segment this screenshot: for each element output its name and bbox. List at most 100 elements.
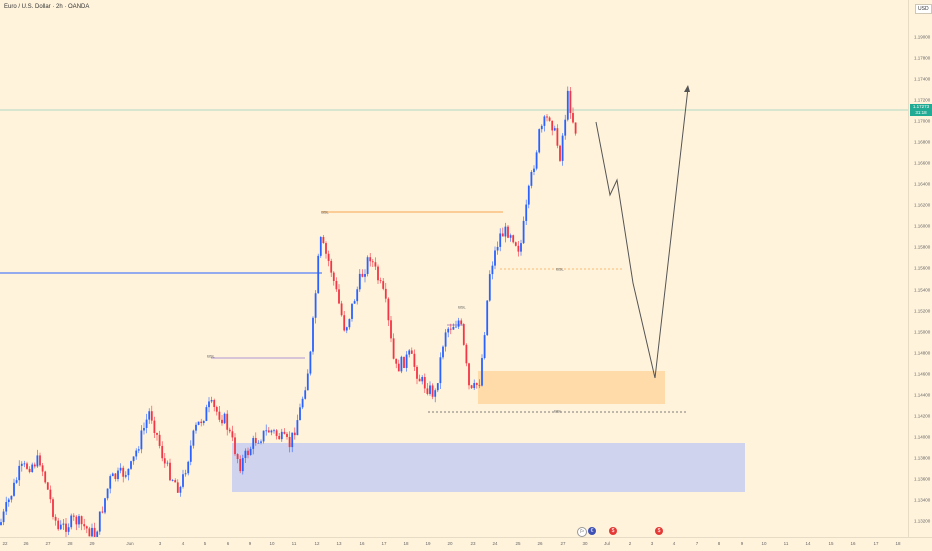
currency-icon[interactable]: €: [588, 527, 596, 535]
candle-body: [517, 245, 520, 252]
candle-body: [187, 461, 190, 474]
chart-area[interactable]: Euro / U.S. Dollar · 2h · OANDA BSL BSL …: [0, 0, 908, 537]
candle-body: [569, 90, 572, 114]
candle-body: [88, 528, 91, 537]
candle-body: [67, 527, 70, 532]
price-tick: 1.13200: [914, 518, 931, 524]
candle-body: [439, 357, 442, 384]
swing2-label: BSL: [458, 304, 466, 310]
candle-body: [533, 168, 535, 172]
candle-body: [239, 458, 242, 472]
candle-body: [488, 274, 491, 301]
candle-body: [174, 480, 177, 483]
candle-body: [184, 473, 187, 475]
candle-body: [338, 289, 340, 304]
candle-body: [262, 430, 265, 442]
projection-path: [595, 87, 689, 379]
projection-arrowhead: [684, 85, 690, 92]
time-tick: 6: [226, 541, 230, 546]
candle-body: [416, 366, 418, 379]
candle-body: [195, 424, 197, 431]
candle-body: [72, 515, 75, 517]
candle-body: [54, 516, 57, 521]
time-tick: 27: [560, 541, 566, 546]
candle-body: [234, 437, 236, 455]
candle-body: [275, 430, 278, 436]
time-tick: 14: [805, 541, 811, 546]
candle-body: [65, 523, 67, 532]
candle-body: [301, 398, 304, 408]
price-tick: 1.16800: [914, 139, 931, 145]
price-tick: 1.14200: [914, 413, 931, 419]
candle-body: [574, 122, 577, 134]
candle-body: [171, 480, 174, 481]
candle-body: [551, 120, 554, 131]
candle-body: [13, 482, 15, 496]
candle-body: [504, 226, 507, 237]
time-tick: 16: [850, 541, 856, 546]
candle-body: [405, 354, 408, 368]
candle-body: [449, 328, 452, 330]
candle-body: [395, 358, 398, 364]
candle-body: [200, 421, 203, 424]
flag-icon[interactable]: ⚐: [577, 527, 587, 537]
candle-body: [358, 273, 361, 290]
time-tick: Jul: [604, 541, 610, 546]
candle-body: [39, 455, 41, 466]
candle-body: [543, 116, 546, 126]
candle-body: [202, 420, 205, 424]
candle-body: [540, 125, 543, 130]
candle-body: [93, 527, 96, 537]
price-axis[interactable]: USD 1.19000 1.17800 1.17400 1.17200 1.17000 1…: [908, 0, 932, 537]
candle-body: [254, 437, 257, 444]
candle-body: [434, 390, 437, 397]
candle-body: [387, 298, 390, 321]
candle-body: [192, 430, 195, 446]
candle-body: [436, 383, 439, 391]
candle-body: [332, 272, 335, 281]
price-chart[interactable]: [0, 0, 908, 537]
candle-body: [163, 458, 166, 464]
candle-body: [31, 464, 34, 472]
us-flag-icon[interactable]: $: [609, 527, 617, 535]
price-tick: 1.19000: [914, 34, 931, 40]
candle-body: [486, 300, 489, 336]
candle-body: [49, 489, 52, 500]
candle-body: [325, 243, 327, 254]
candle-body: [509, 235, 512, 238]
time-tick: 28: [67, 541, 73, 546]
candle-body: [33, 464, 36, 467]
price-tick: 1.13400: [914, 497, 931, 503]
candle-body: [397, 363, 400, 372]
candle-body: [122, 467, 125, 477]
candle-body: [130, 461, 132, 469]
time-tick: 26: [537, 541, 543, 546]
candle-body: [353, 301, 356, 304]
candle-body: [423, 377, 426, 389]
us-flag-icon[interactable]: $: [655, 527, 663, 535]
price-tick: 1.15400: [914, 287, 931, 293]
candle-body: [522, 220, 525, 244]
candle-body: [283, 431, 286, 434]
candle-body: [496, 246, 499, 251]
candle-body: [106, 488, 109, 499]
candle-body: [465, 344, 468, 364]
candle-body: [241, 458, 244, 472]
candle-body: [236, 454, 239, 459]
candle-body: [431, 385, 434, 397]
candle-body: [226, 413, 229, 430]
price-tick: 1.15600: [914, 265, 931, 271]
candle-body: [208, 401, 210, 408]
time-tick: 18: [403, 541, 409, 546]
candle-body: [392, 338, 395, 359]
candle-body: [215, 407, 218, 412]
candle-body: [483, 335, 486, 359]
candle-body: [80, 516, 83, 525]
time-axis[interactable]: 22 26 27 28 29 Jun 3 4 5 6 9 10 11 12 13 16 17 18 19 20 23 24…: [0, 537, 932, 551]
candle-body: [78, 516, 80, 525]
candle-body: [429, 385, 431, 394]
currency-label[interactable]: USD: [915, 4, 932, 14]
candle-body: [408, 350, 411, 355]
candle-body: [5, 502, 8, 512]
time-tick: 25: [515, 541, 521, 546]
